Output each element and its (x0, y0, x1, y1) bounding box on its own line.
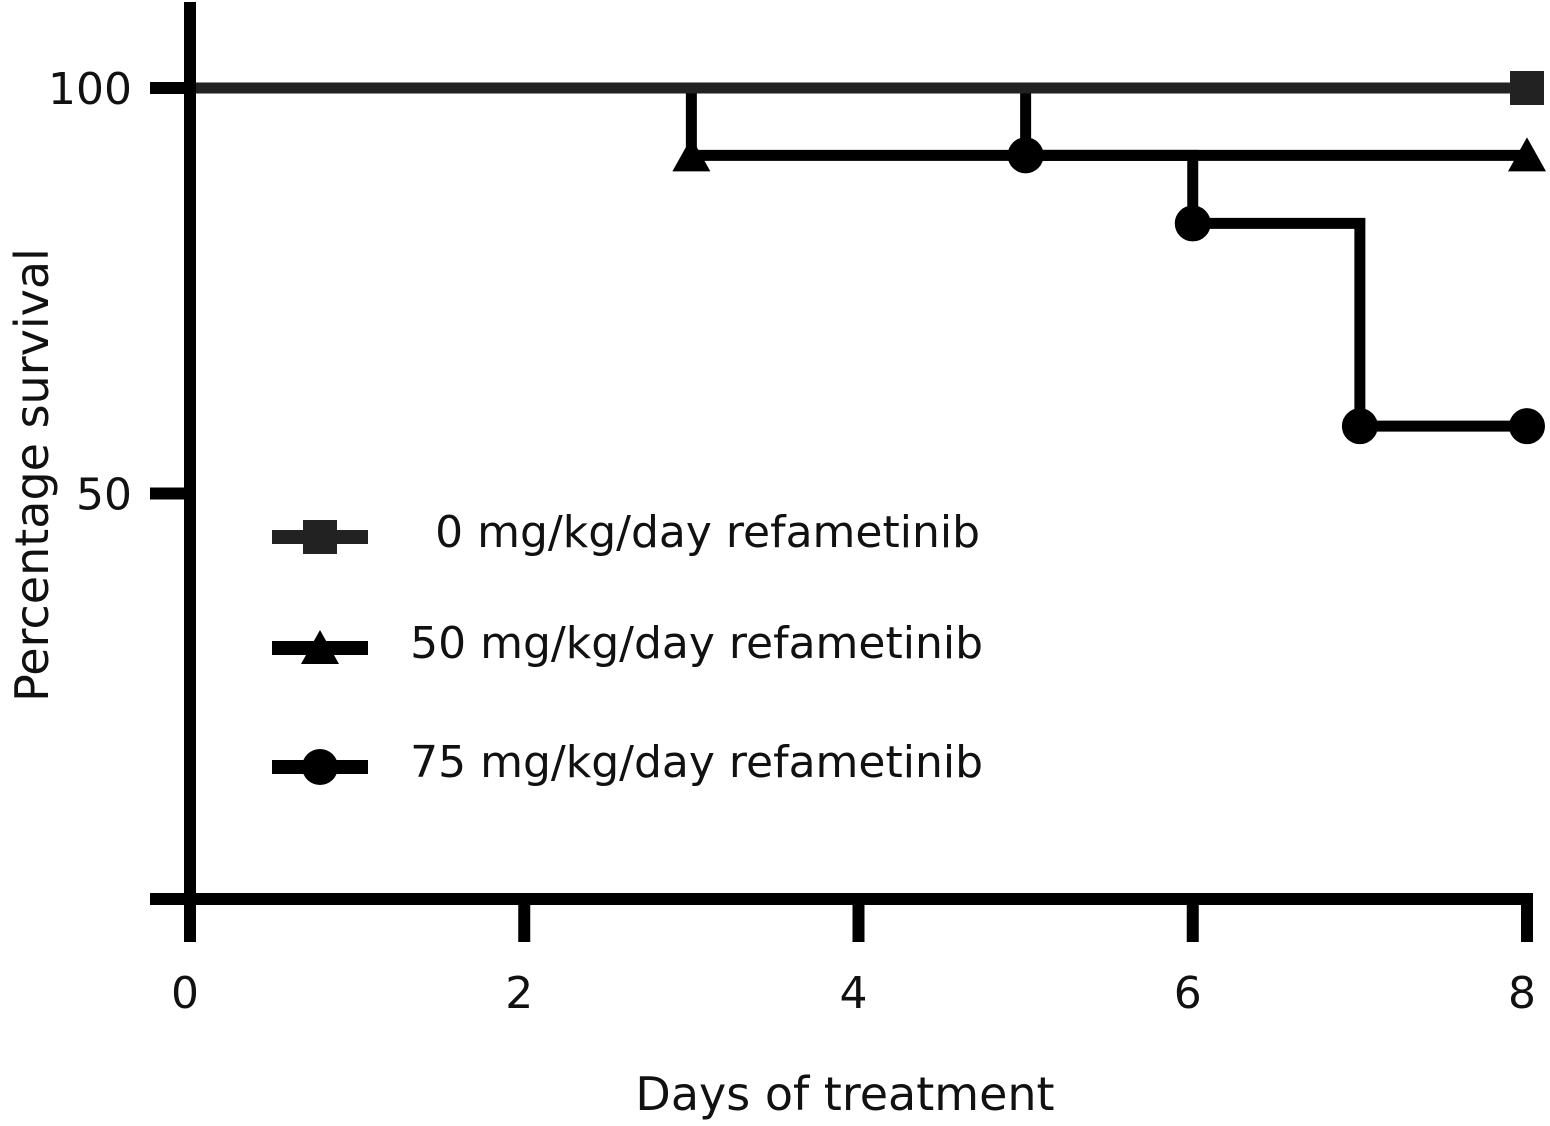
legend-label-0: 0 mg/kg/day refametinib (435, 507, 980, 558)
series-2-marker-2 (1341, 408, 1378, 445)
series-2-marker-3 (1509, 408, 1545, 445)
legend-marker-0 (303, 520, 337, 554)
x-tick-label-0: 0 (171, 968, 199, 1019)
legend-marker-1 (301, 630, 339, 664)
legend-label-2: 75 mg/kg/day refametinib (410, 737, 983, 788)
series-line-2 (190, 82, 1527, 432)
series-line-1 (190, 82, 1527, 161)
y-tick-label-1: 50 (76, 470, 132, 521)
series-2-marker-1 (1174, 205, 1211, 242)
legend-label-1: 50 mg/kg/day refametinib (410, 618, 983, 669)
series-0-marker-0 (1510, 71, 1544, 105)
legend-marker-2 (302, 749, 338, 785)
series-1-marker-1 (1508, 137, 1546, 172)
x-axis-title: Days of treatment (635, 1067, 1054, 1121)
y-tick-label-2: 100 (48, 64, 132, 115)
series-layer (190, 71, 1546, 445)
x-tick-label-2: 4 (840, 968, 868, 1019)
x-tick-label-3: 6 (1174, 968, 1202, 1019)
y-axis-title: Percentage survival (5, 248, 59, 702)
axes-layer: 50 100 0 2 4 6 8 (48, 2, 1536, 1019)
legend: 0 mg/kg/day refametinib 50 mg/kg/day refa… (272, 507, 983, 788)
series-1-marker-0 (672, 137, 711, 172)
x-tick-label-1: 2 (505, 968, 533, 1019)
x-tick-label-4: 8 (1508, 968, 1536, 1019)
